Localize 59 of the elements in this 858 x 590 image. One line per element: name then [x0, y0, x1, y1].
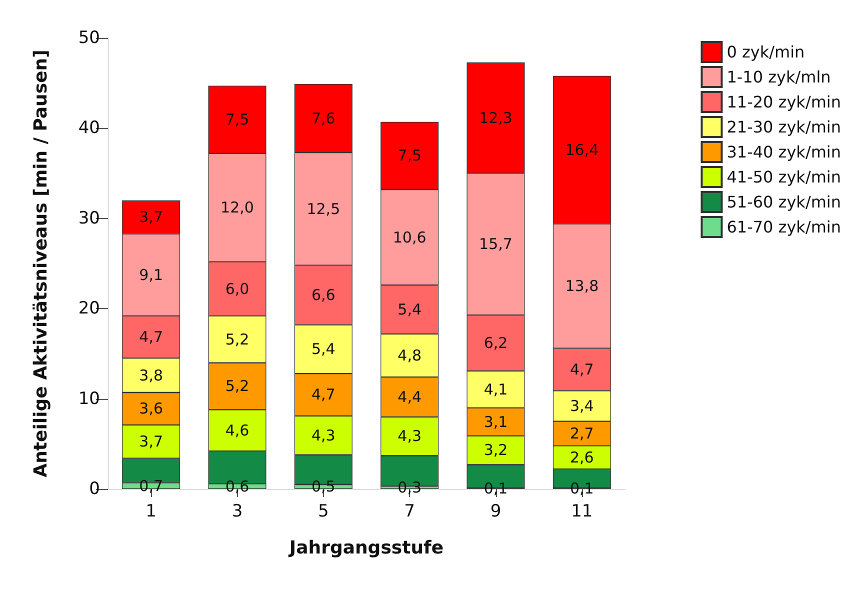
data-label: 12,3 — [479, 108, 512, 127]
y-tick-label: 10 — [78, 388, 100, 409]
data-label: 7,5 — [225, 110, 250, 129]
data-label: 4,8 — [398, 346, 422, 365]
x-tick-label: 7 — [404, 502, 415, 522]
data-label: 4,6 — [225, 421, 250, 440]
data-label: 4,1 — [484, 380, 508, 398]
data-label: 2,7 — [570, 424, 594, 443]
legend-label: 0 zyk/min — [726, 42, 805, 62]
y-tick-label: 20 — [78, 298, 100, 319]
legend-label: 61-70 zyk/min — [726, 218, 842, 236]
legend-label: 41-50 zyk/min — [726, 168, 842, 186]
data-label: 5,2 — [225, 377, 250, 396]
data-label: 7,6 — [311, 109, 336, 128]
data-label: 6,2 — [484, 334, 508, 352]
data-label: 3,2 — [484, 441, 508, 460]
data-label: 3,6 — [139, 400, 164, 418]
data-label: 3,7 — [139, 208, 164, 226]
data-label: 12,0 — [220, 198, 254, 217]
x-tick-label: 5 — [318, 502, 329, 522]
data-label: 13,8 — [565, 277, 599, 296]
data-label: 4,3 — [398, 427, 422, 446]
data-label: 6,0 — [225, 280, 250, 298]
y-tick-label: 40 — [78, 118, 100, 138]
x-tick-label: 9 — [490, 502, 502, 522]
data-label: 3,4 — [570, 397, 594, 416]
data-label: 3,8 — [139, 366, 164, 384]
data-label: 16,4 — [565, 140, 599, 159]
data-label: 9,1 — [139, 266, 164, 284]
data-label: 6,6 — [311, 286, 336, 304]
data-label: 4,4 — [398, 388, 422, 406]
x-axis-title: Jahrgangsstufe — [287, 538, 444, 558]
data-label: 5,4 — [398, 300, 422, 318]
x-tick-label: 1 — [146, 502, 156, 522]
data-label: 15,7 — [479, 235, 512, 254]
y-axis-title: Anteilige Aktivitätsniveaus [min / Pausen] — [30, 50, 52, 478]
legend-label: 1-10 zyk/mln — [726, 68, 831, 86]
data-label: 10,6 — [392, 228, 426, 246]
data-label: 12,5 — [306, 200, 340, 218]
data-label: 5,2 — [225, 330, 250, 348]
data-label: 4,3 — [311, 426, 336, 444]
x-tick-label: 3 — [232, 502, 243, 522]
legend-label: 21-30 zyk/min — [726, 118, 842, 136]
data-label: 2,6 — [570, 448, 594, 466]
data-label: 4,7 — [139, 328, 164, 346]
y-tick-label: 0 — [89, 479, 100, 499]
legend-label: 31-40 zyk/min — [726, 142, 842, 162]
data-label: 3,1 — [484, 412, 508, 431]
data-label: 4,7 — [570, 360, 594, 378]
data-label: 0,3 — [398, 478, 422, 497]
legend-label: 51-60 zyk/min — [726, 192, 842, 212]
data-label: 3,7 — [139, 432, 164, 451]
x-tick-label: 11 — [571, 502, 593, 522]
y-tick-label: 50 — [78, 28, 100, 48]
legend-label: 11-20 zyk/min — [726, 92, 842, 112]
data-label: 4,7 — [311, 386, 336, 404]
y-tick-label: 30 — [78, 208, 100, 228]
data-label: 5,4 — [311, 340, 336, 358]
data-label: 7,5 — [398, 146, 422, 165]
